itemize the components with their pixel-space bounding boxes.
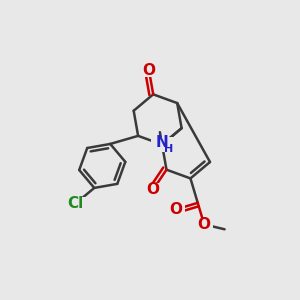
Text: O: O <box>142 63 155 78</box>
Bar <box>63 197 87 210</box>
Text: Cl: Cl <box>67 196 83 211</box>
Bar <box>196 218 213 231</box>
Text: N: N <box>156 135 168 150</box>
Bar <box>144 183 162 196</box>
Text: O: O <box>170 202 183 217</box>
Bar <box>151 137 173 152</box>
Bar <box>167 203 185 216</box>
Text: H: H <box>164 144 173 154</box>
Text: O: O <box>198 217 211 232</box>
Text: O: O <box>147 182 160 197</box>
Bar <box>140 64 158 77</box>
